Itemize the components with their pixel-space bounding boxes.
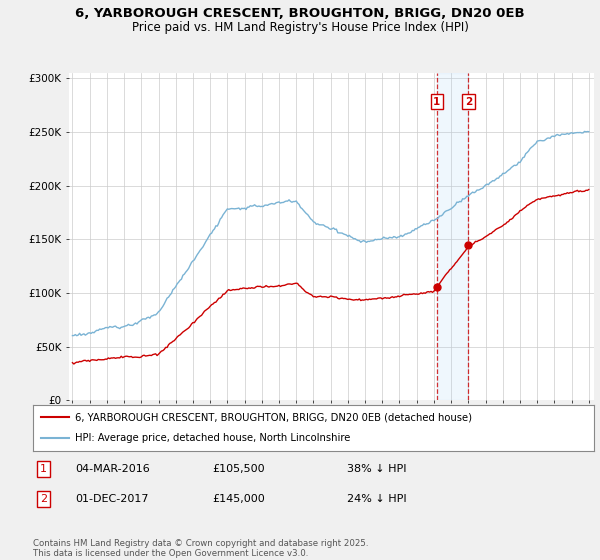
Text: Price paid vs. HM Land Registry's House Price Index (HPI): Price paid vs. HM Land Registry's House … bbox=[131, 21, 469, 34]
Text: 01-DEC-2017: 01-DEC-2017 bbox=[75, 493, 149, 503]
Text: 6, YARBOROUGH CRESCENT, BROUGHTON, BRIGG, DN20 0EB (detached house): 6, YARBOROUGH CRESCENT, BROUGHTON, BRIGG… bbox=[75, 412, 472, 422]
Text: £105,500: £105,500 bbox=[212, 464, 265, 474]
Text: £145,000: £145,000 bbox=[212, 493, 265, 503]
Text: 2: 2 bbox=[465, 97, 472, 107]
Text: HPI: Average price, detached house, North Lincolnshire: HPI: Average price, detached house, Nort… bbox=[75, 433, 350, 444]
Text: 1: 1 bbox=[40, 464, 47, 474]
Text: 6, YARBOROUGH CRESCENT, BROUGHTON, BRIGG, DN20 0EB: 6, YARBOROUGH CRESCENT, BROUGHTON, BRIGG… bbox=[75, 7, 525, 20]
Text: 2: 2 bbox=[40, 493, 47, 503]
Bar bbox=[437, 73, 469, 400]
Text: 24% ↓ HPI: 24% ↓ HPI bbox=[347, 493, 407, 503]
Text: Contains HM Land Registry data © Crown copyright and database right 2025.
This d: Contains HM Land Registry data © Crown c… bbox=[33, 539, 368, 558]
Text: 38% ↓ HPI: 38% ↓ HPI bbox=[347, 464, 407, 474]
Text: 04-MAR-2016: 04-MAR-2016 bbox=[75, 464, 150, 474]
Text: 1: 1 bbox=[433, 97, 440, 107]
